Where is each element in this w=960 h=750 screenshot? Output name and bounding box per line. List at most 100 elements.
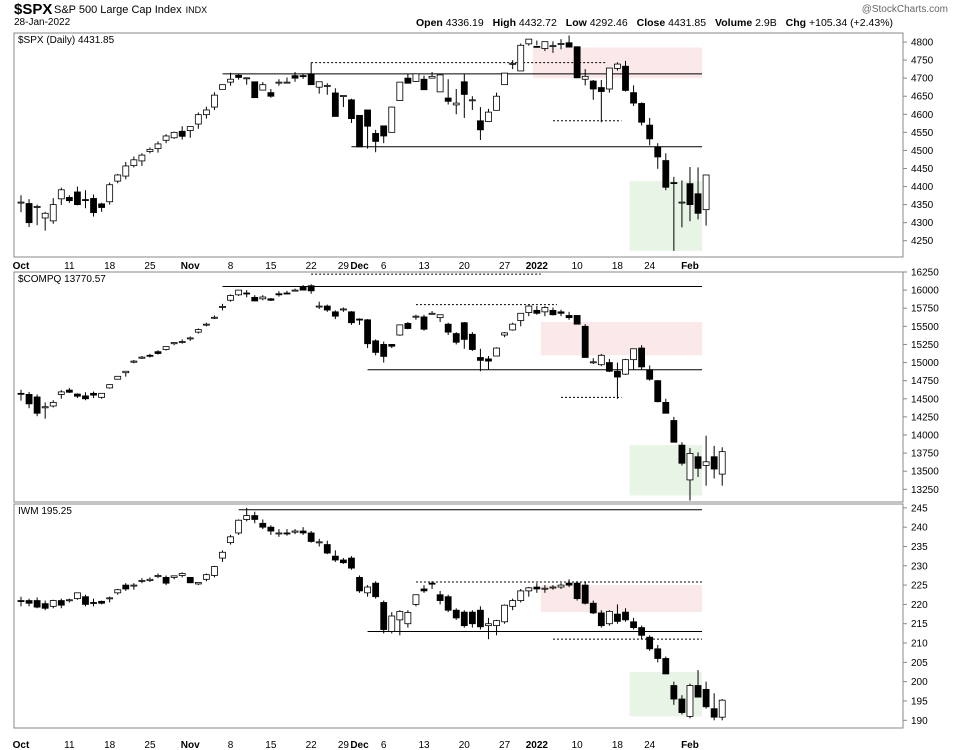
candle-body-1-50 <box>420 316 428 330</box>
candle-body-1-7 <box>74 393 81 397</box>
x-axis-label-2-7: 22 <box>306 740 318 750</box>
candle-body-0-19 <box>170 131 178 139</box>
chg-label: Chg <box>785 17 807 29</box>
candle-body-2-9 <box>90 602 97 604</box>
y-tick-label-1-3: 14000 <box>911 430 939 441</box>
candle-body-1-0 <box>17 392 25 395</box>
candle-body-2-56 <box>468 611 476 625</box>
candle-body-0-85 <box>702 174 710 211</box>
candle-body-0-32 <box>275 81 283 84</box>
candle-body-1-86 <box>710 456 718 470</box>
candle-body-2-54 <box>452 609 460 619</box>
candle-body-1-51 <box>428 312 436 315</box>
y-tick-label-1-8: 15250 <box>911 340 939 351</box>
candle-body-0-84 <box>694 193 702 214</box>
candle-body-2-3 <box>41 603 49 609</box>
candle-body-1-22 <box>194 329 202 333</box>
candle-body-1-49 <box>412 315 420 318</box>
panel-title-0: $SPX (Daily) 4431.85 <box>18 35 115 46</box>
candle-body-0-61 <box>509 62 517 65</box>
panel-frame-2 <box>13 503 904 729</box>
candle-body-1-68 <box>565 315 573 319</box>
x-axis-label-0-9: Dec <box>350 261 369 272</box>
candle-body-0-77 <box>638 103 646 123</box>
x-axis-label-0-2: 18 <box>104 261 116 272</box>
candle-body-2-75 <box>622 611 629 621</box>
x-axis-label-0-18: Feb <box>681 261 699 272</box>
candle-body-2-31 <box>267 526 275 532</box>
candle-body-2-8 <box>82 596 89 605</box>
candle-body-1-25 <box>219 306 226 308</box>
close-label: Close <box>636 17 666 29</box>
candle-body-1-24 <box>211 316 218 319</box>
panel-title-1: $COMPQ 13770.57 <box>18 274 106 285</box>
candle-body-0-48 <box>404 77 412 84</box>
candle-body-2-27 <box>235 519 243 534</box>
candle-body-2-26 <box>227 536 234 544</box>
candle-body-2-35 <box>299 530 307 534</box>
x-axis-label-2-11: 13 <box>418 740 430 750</box>
candle-body-2-43 <box>364 586 371 594</box>
y-tick-label-0-4: 4450 <box>911 164 934 175</box>
candle-body-2-11 <box>106 597 114 600</box>
candle-body-2-18 <box>162 576 170 584</box>
x-axis-label-0-4: Nov <box>181 261 200 272</box>
candle-body-0-68 <box>565 42 573 48</box>
candle-body-1-70 <box>581 325 589 358</box>
candle-body-1-58 <box>485 358 492 362</box>
candle-body-1-60 <box>501 332 509 336</box>
candle-body-2-83 <box>686 685 694 717</box>
candle-body-1-34 <box>291 289 299 292</box>
candle-body-0-26 <box>227 78 234 83</box>
volume-label: Volume <box>715 17 753 29</box>
candle-body-1-8 <box>82 395 89 400</box>
candle-body-2-70 <box>581 584 589 604</box>
y-tick-label-1-2: 13750 <box>911 449 939 460</box>
y-tick-label-0-2: 4350 <box>911 200 934 211</box>
candle-body-0-20 <box>178 130 186 137</box>
candle-body-1-4 <box>49 401 57 407</box>
candle-body-0-1 <box>25 203 33 224</box>
candle-body-0-42 <box>356 114 363 148</box>
candle-body-1-10 <box>98 392 105 398</box>
candle-body-1-45 <box>380 344 388 357</box>
candle-body-0-43 <box>364 109 371 127</box>
candle-body-0-59 <box>493 95 500 111</box>
candle-body-1-77 <box>638 347 646 368</box>
candle-body-2-60 <box>501 604 509 623</box>
x-axis-label-2-10: 6 <box>381 740 387 750</box>
candle-body-0-69 <box>573 46 581 79</box>
y-tick-label-1-9: 15500 <box>911 322 939 333</box>
candle-body-1-36 <box>307 285 315 292</box>
candle-body-1-71 <box>589 361 597 364</box>
y-tick-label-2-11: 245 <box>911 503 928 514</box>
candle-body-2-25 <box>219 551 226 559</box>
candle-body-2-23 <box>202 574 210 580</box>
description-text: S&P 500 Large Cap Index <box>54 4 182 16</box>
candle-body-0-14 <box>130 159 138 166</box>
candle-body-0-36 <box>307 73 315 86</box>
candle-body-2-86 <box>710 708 718 718</box>
candle-body-2-7 <box>74 592 81 600</box>
panel-title-2: IWM 195.25 <box>18 506 72 517</box>
candle-body-2-71 <box>589 602 597 614</box>
candle-body-1-39 <box>331 311 339 317</box>
candle-body-1-78 <box>646 369 654 380</box>
candle-body-2-10 <box>98 600 105 604</box>
y-tick-label-1-7: 15000 <box>911 358 939 369</box>
candle-body-1-26 <box>227 295 234 301</box>
exchange-label: INDX <box>185 5 208 15</box>
x-axis-label-0-17: 24 <box>644 261 656 272</box>
candle-body-2-81 <box>670 685 678 700</box>
candle-body-0-0 <box>17 201 25 204</box>
candle-body-0-52 <box>436 74 444 93</box>
candle-body-1-57 <box>477 357 484 361</box>
candle-body-0-70 <box>581 75 589 80</box>
x-axis-label-0-13: 27 <box>499 261 511 272</box>
x-axis-label-2-15: 10 <box>572 740 584 750</box>
x-axis-label-0-3: 25 <box>144 261 156 272</box>
candle-body-0-9 <box>90 198 97 213</box>
candle-body-0-28 <box>243 77 251 80</box>
y-tick-label-2-10: 240 <box>911 523 928 534</box>
candle-body-2-32 <box>275 532 283 535</box>
